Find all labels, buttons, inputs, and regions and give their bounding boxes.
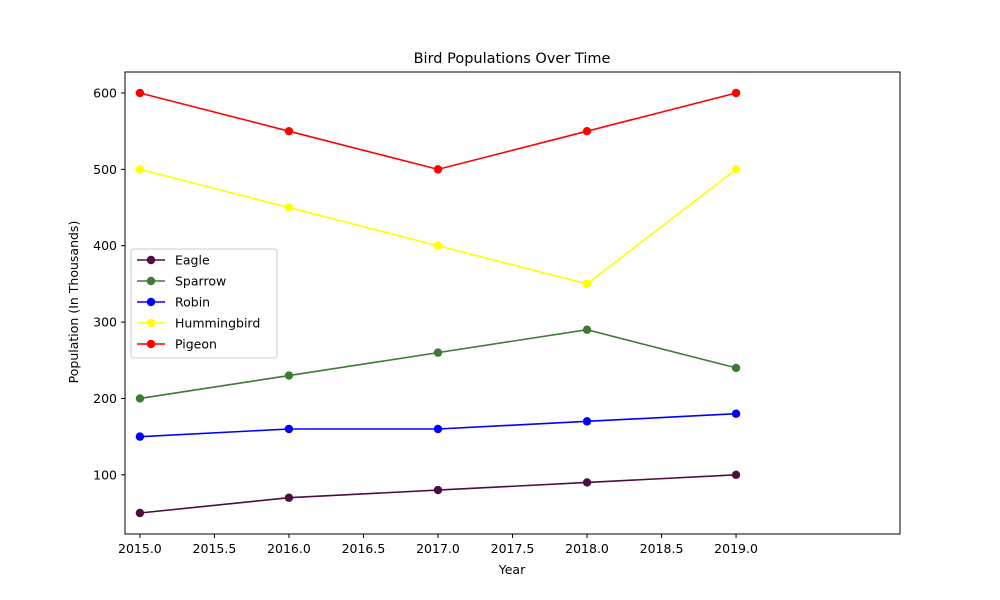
y-axis-label: Population (In Thousands): [66, 221, 81, 384]
y-tick-label: 300: [93, 315, 117, 330]
x-axis-label: Year: [498, 562, 526, 577]
data-point-hummingbird: [433, 241, 443, 250]
data-point-sparrow: [582, 325, 592, 334]
y-tick-label: 200: [93, 391, 117, 406]
data-point-eagle: [284, 493, 294, 502]
chart-title: Bird Populations Over Time: [414, 51, 611, 67]
y-axis: 100 200 300 400 500 600: [93, 86, 125, 482]
x-tick-label: 2016.0: [267, 541, 311, 556]
x-tick-label: 2016.5: [342, 541, 386, 556]
legend-marker-eagle: [146, 255, 156, 265]
data-point-hummingbird: [135, 165, 145, 174]
y-tick-label: 400: [93, 238, 117, 253]
data-point-hummingbird: [284, 203, 294, 212]
data-point-pigeon: [433, 165, 443, 174]
y-tick-label: 500: [93, 162, 117, 177]
y-tick-label: 600: [93, 86, 117, 101]
data-point-robin: [135, 432, 145, 441]
data-point-robin: [433, 424, 443, 434]
x-axis: 2015.0 2015.5 2016.0 2016.5 2017.0 2017.5 2018…: [118, 534, 758, 556]
data-point-hummingbird: [582, 279, 592, 289]
data-point-pigeon: [135, 88, 145, 98]
x-tick-label: 2019.0: [714, 541, 758, 556]
legend-label-pigeon: Pigeon: [175, 337, 217, 352]
data-point-sparrow: [135, 394, 145, 403]
x-tick-label: 2017.0: [416, 541, 460, 556]
legend: Eagle Sparrow Robin Hummingbird Pigeon: [130, 248, 278, 359]
data-point-eagle: [731, 470, 741, 480]
legend-label-robin: Robin: [175, 295, 210, 310]
data-point-eagle: [433, 485, 443, 495]
legend-label-sparrow: Sparrow: [175, 274, 226, 289]
x-tick-label: 2015.5: [193, 541, 237, 556]
data-point-eagle: [582, 478, 592, 487]
data-point-hummingbird: [731, 165, 741, 174]
data-point-robin: [731, 409, 741, 418]
legend-label-hummingbird: Hummingbird: [175, 316, 260, 331]
x-tick-label: 2015.0: [118, 541, 162, 556]
data-point-pigeon: [582, 126, 592, 136]
data-point-sparrow: [731, 363, 741, 373]
legend-marker-pigeon: [146, 339, 156, 349]
x-tick-label: 2018.5: [640, 541, 684, 556]
legend-marker-robin: [146, 297, 156, 307]
x-tick-label: 2018.0: [565, 541, 609, 556]
plot-area: [124, 71, 901, 535]
data-point-sparrow: [284, 371, 294, 380]
legend-box: [130, 248, 278, 359]
data-point-robin: [284, 424, 294, 434]
legend-label-eagle: Eagle: [175, 253, 210, 268]
y-tick-label: 100: [93, 467, 117, 482]
data-point-eagle: [135, 508, 145, 518]
data-point-pigeon: [731, 88, 741, 98]
data-point-robin: [582, 417, 592, 426]
legend-marker-hummingbird: [146, 318, 156, 328]
data-point-pigeon: [284, 126, 294, 136]
legend-marker-sparrow: [146, 276, 156, 286]
data-point-sparrow: [433, 348, 443, 357]
x-tick-label: 2017.5: [491, 541, 535, 556]
